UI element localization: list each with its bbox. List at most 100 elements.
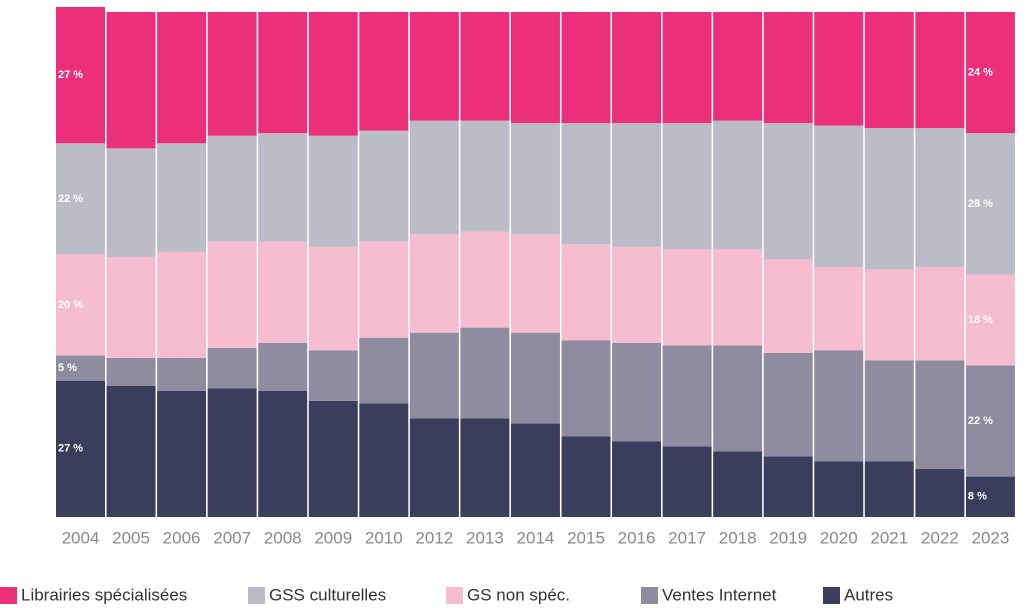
bar-segment [359,12,409,131]
bar-segment [106,357,156,386]
bar-segment [561,12,611,124]
bar-segment [106,385,156,517]
value-label: 28 % [968,198,993,210]
x-tick-label: 2023 [971,528,1009,547]
bar-segment [106,148,156,257]
bar-segment [763,12,813,124]
bar-segment [713,120,763,250]
x-tick-label: 2017 [668,528,706,547]
bar-segment [915,267,965,361]
x-tick-label: 2018 [719,528,757,547]
x-tick-label: 2019 [769,528,807,547]
bar-segment [207,241,257,348]
bar-segment [157,390,207,517]
bar-segment [510,423,560,517]
bar-segment [460,418,510,517]
x-tick-label: 2022 [921,528,959,547]
bar-segment [965,12,1015,134]
bar-segment [915,360,965,470]
bar-segment [409,418,459,517]
bar-segment [56,143,105,255]
legend-swatch [0,587,17,604]
bar-segment [359,130,409,242]
bar-segment [612,441,662,517]
bar-segment [258,390,308,517]
bar-segment [763,352,813,457]
bar-segment [460,231,510,328]
bar-segment [460,327,510,419]
value-label: 5 % [58,362,77,374]
bar-segment [359,337,409,404]
bar-segment [915,469,965,517]
bar-segment [662,446,712,517]
x-tick-label: 2012 [415,528,453,547]
bar-segment [207,12,257,136]
bar-segment [662,12,712,124]
bar-segment [612,12,662,124]
bar-segment [157,357,207,391]
bar-segment [814,461,864,517]
bar-segment [561,244,611,341]
x-tick-label: 2014 [517,528,555,547]
bar-segment [409,12,459,121]
bar-segment [864,461,914,517]
value-label: 24 % [968,67,993,79]
bar-segment [814,267,864,351]
value-label: 22 % [58,193,83,205]
x-tick-label: 2007 [213,528,251,547]
bar-segment [965,476,1015,517]
value-label: 22 % [968,415,993,427]
bar-segment [157,251,207,358]
bar-segment [915,128,965,268]
bar-segment [207,347,257,389]
bar-segment [612,342,662,442]
value-label: 20 % [58,299,83,311]
x-tick-label: 2010 [365,528,403,547]
bar-segment [359,403,409,517]
legend-swatch [446,587,463,604]
bar-segment [409,234,459,333]
x-tick-label: 2013 [466,528,504,547]
bar-segment [308,135,358,247]
value-label: 18 % [968,314,993,326]
bar-segment [510,123,560,235]
value-label: 8 % [968,491,987,503]
bar-segment [965,274,1015,366]
bar-segment [612,246,662,343]
bar-segment [56,6,105,144]
bar-segment [864,12,914,129]
bar-segment [763,123,813,260]
bar-segment [864,360,914,462]
bar-segment [965,365,1015,477]
bar-segment [308,246,358,351]
bar-segment [409,120,459,235]
bar-segment [207,388,257,517]
legend-label: Ventes Internet [662,585,777,604]
bar-segment [814,350,864,462]
bar-segment [561,436,611,517]
legend-label: Autres [844,585,893,604]
legend-label: GS non spéc. [467,585,570,604]
bar-segment [662,249,712,346]
x-tick-label: 2021 [870,528,908,547]
bar-segment [510,234,560,333]
x-tick-label: 2009 [314,528,352,547]
bar-segment [56,355,105,381]
bar-segment [510,12,560,124]
bar-segment [56,380,105,517]
bar-segment [814,125,864,268]
x-tick-label: 2006 [163,528,201,547]
bar-segment [915,12,965,129]
bar-segment [965,133,1015,275]
bar-segment [763,259,813,353]
bar-segment [106,12,156,149]
bar-segment [713,451,763,517]
bar-segment [510,332,560,424]
bar-segment [106,256,156,358]
x-tick-label: 2015 [567,528,605,547]
legend-swatch [641,587,658,604]
bar-segment [814,12,864,126]
bar-segment [258,241,308,343]
value-label: 27 % [58,443,83,455]
